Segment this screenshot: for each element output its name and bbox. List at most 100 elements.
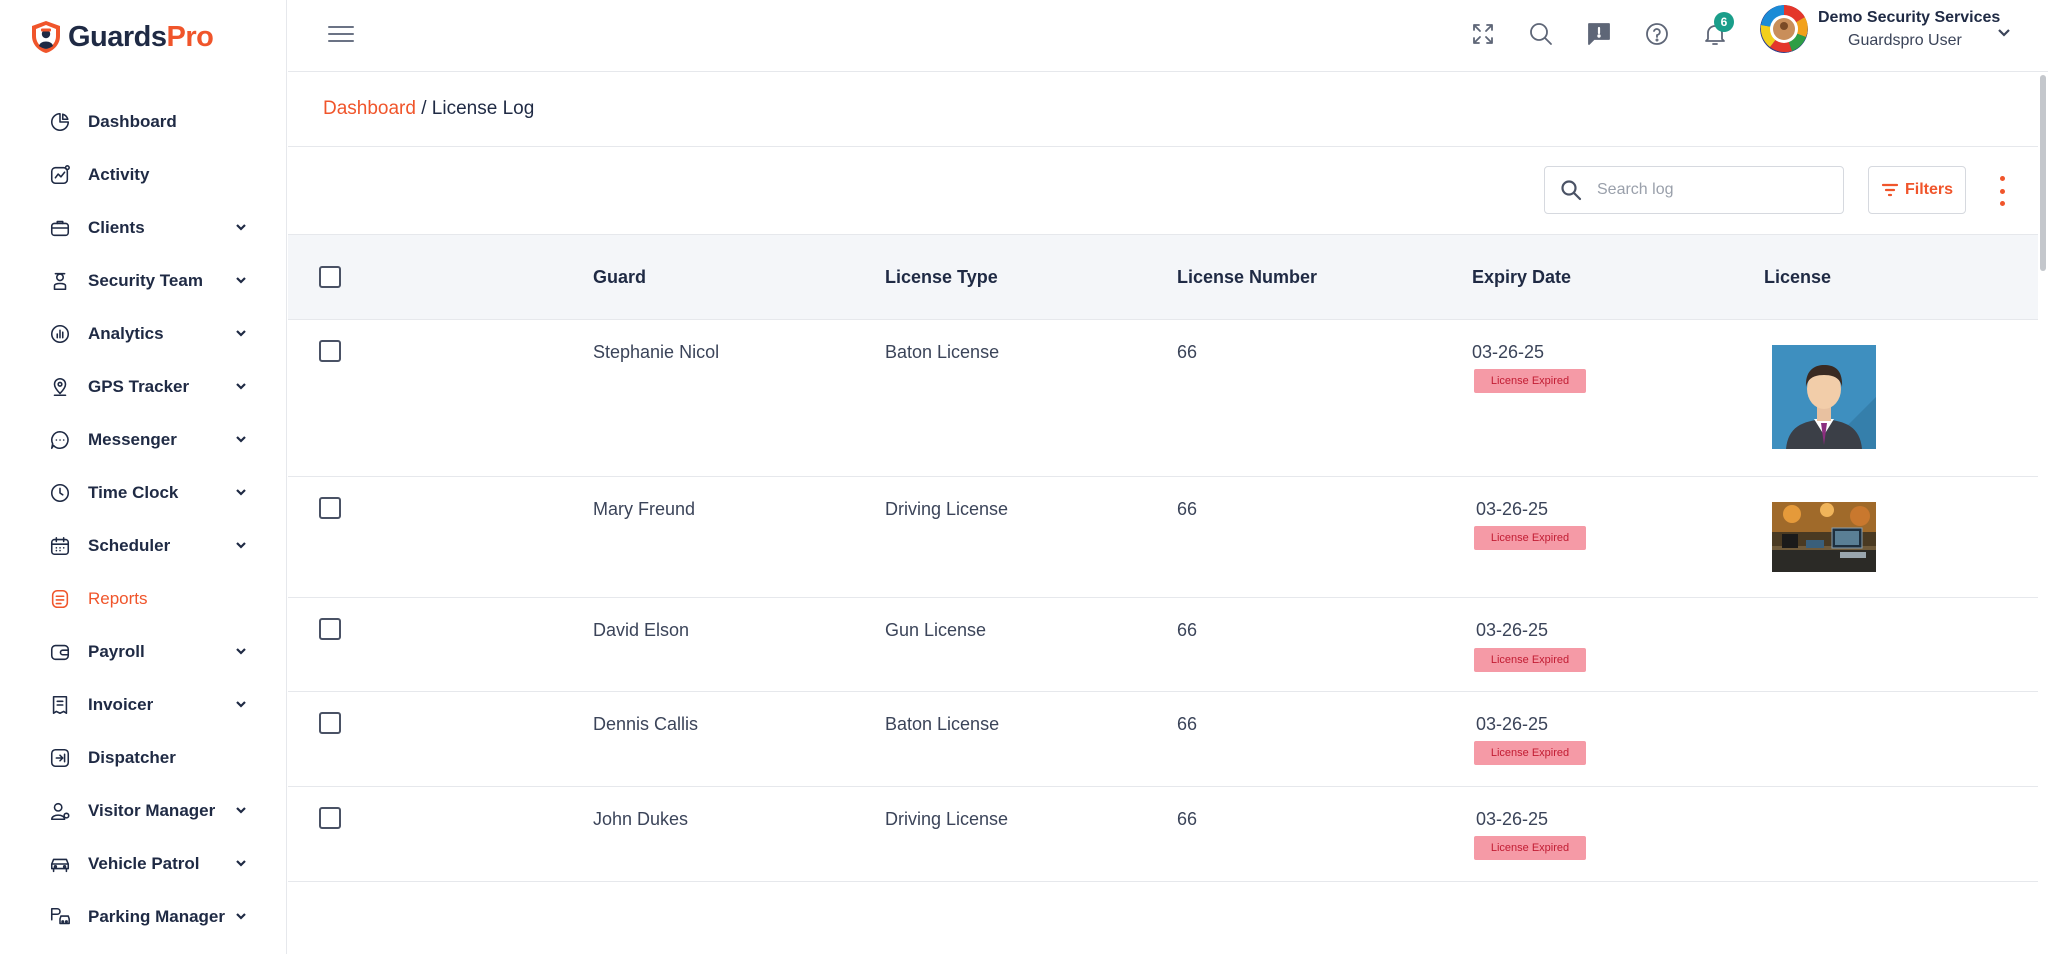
sidebar-item-gps-tracker[interactable]: GPS Tracker [0, 360, 287, 413]
chevron-down-icon[interactable] [234, 697, 248, 711]
sidebar-item-security-team[interactable]: Security Team [0, 254, 287, 307]
table-row[interactable]: Dennis Callis Baton License 66 03-26-25 … [288, 692, 2038, 787]
search-icon[interactable] [1526, 19, 1556, 49]
fullscreen-icon[interactable] [1468, 19, 1498, 49]
sidebar-item-dashboard[interactable]: Dashboard [0, 95, 287, 148]
clients-icon [48, 216, 72, 240]
breadcrumb-bar: Dashboard / License Log [288, 73, 2038, 147]
guardspro-logo-icon [32, 21, 60, 53]
license-number: 66 [1177, 620, 1198, 640]
sidebar-item-visitor-manager[interactable]: Visitor Manager [0, 784, 287, 837]
parking-manager-icon [48, 905, 72, 929]
feedback-icon[interactable] [1584, 19, 1614, 49]
notification-count-badge: 6 [1714, 12, 1734, 32]
sidebar-item-label: Payroll [88, 641, 145, 661]
license-number: 66 [1177, 809, 1198, 829]
activity-icon [48, 163, 72, 187]
column-header-license[interactable]: License [1764, 267, 1832, 287]
row-checkbox[interactable] [319, 807, 341, 829]
license-type: Gun License [885, 620, 987, 640]
row-checkbox[interactable] [319, 497, 341, 519]
expiry-date: 03-26-25 [1476, 620, 1549, 640]
filters-button[interactable]: Filters [1868, 166, 1966, 214]
sidebar-item-scheduler[interactable]: Scheduler [0, 519, 287, 572]
visitor-manager-icon [48, 799, 72, 823]
reports-icon [48, 587, 72, 611]
table-row[interactable]: Stephanie Nicol Baton License 66 03-26-2… [288, 320, 2038, 477]
guard-name: John Dukes [593, 809, 689, 829]
column-header-expiry-date[interactable]: Expiry Date [1472, 267, 1572, 287]
sidebar-item-label: Security Team [88, 270, 203, 290]
row-checkbox[interactable] [319, 712, 341, 734]
status-badge: License Expired [1474, 836, 1586, 860]
sidebar-item-vehicle-patrol[interactable]: Vehicle Patrol [0, 837, 287, 890]
sidebar-item-payroll[interactable]: Payroll [0, 625, 287, 678]
gps-tracker-icon [48, 375, 72, 399]
chevron-down-icon[interactable] [234, 432, 248, 446]
sidebar-item-activity[interactable]: Activity [0, 148, 287, 201]
chevron-down-icon[interactable] [234, 220, 248, 234]
chevron-down-icon[interactable] [234, 644, 248, 658]
dispatcher-icon [48, 746, 72, 770]
license-image-desk-photo[interactable] [1772, 502, 1876, 572]
sidebar-item-label: Scheduler [88, 535, 171, 555]
chevron-down-icon[interactable] [234, 379, 248, 393]
sidebar-item-invoicer[interactable]: Invoicer [0, 678, 287, 731]
expiry-date: 03-26-25 [1476, 499, 1549, 519]
column-header-license-number[interactable]: License Number [1177, 267, 1318, 287]
sidebar-item-dispatcher[interactable]: Dispatcher [0, 731, 287, 784]
sidebar-item-label: Analytics [88, 323, 164, 343]
logo[interactable]: GuardsPro [30, 20, 214, 54]
analytics-icon [48, 322, 72, 346]
user-name[interactable]: Guardspro User [1848, 32, 1962, 49]
chevron-down-icon[interactable] [234, 856, 248, 870]
hamburger-menu-icon[interactable] [328, 22, 354, 44]
status-badge: License Expired [1474, 648, 1586, 672]
chevron-down-icon[interactable] [234, 909, 248, 923]
status-badge: License Expired [1474, 741, 1586, 765]
guard-name: Mary Freund [593, 499, 696, 519]
chevron-down-icon[interactable] [234, 273, 248, 287]
sidebar-item-parking-manager[interactable]: Parking Manager [0, 890, 287, 943]
search-input[interactable] [1597, 181, 1817, 199]
license-image-avatar-portrait[interactable] [1772, 345, 1876, 449]
vehicle-patrol-icon [48, 852, 72, 876]
table-row[interactable]: Mary Freund Driving License 66 03-26-25 … [288, 477, 2038, 598]
top-bar [288, 0, 2048, 72]
avatar[interactable] [1760, 5, 1808, 53]
chevron-down-icon[interactable] [234, 485, 248, 499]
chevron-down-icon[interactable] [234, 326, 248, 340]
filter-icon [1881, 183, 1899, 197]
chevron-down-icon[interactable] [234, 538, 248, 552]
sidebar-item-analytics[interactable]: Analytics [0, 307, 287, 360]
sidebar-item-clients[interactable]: Clients [0, 201, 287, 254]
chevron-down-icon[interactable] [234, 803, 248, 817]
expiry-date: 03-26-25 [1472, 342, 1545, 362]
more-options-icon[interactable] [1992, 176, 2012, 206]
sidebar-item-label: Dispatcher [88, 747, 176, 767]
column-header-guard[interactable]: Guard [593, 267, 647, 287]
row-checkbox[interactable] [319, 340, 341, 362]
sidebar-item-time-clock[interactable]: Time Clock [0, 466, 287, 519]
sidebar-item-reports[interactable]: Reports [0, 572, 287, 625]
breadcrumb-link-dashboard[interactable]: Dashboard [323, 98, 416, 119]
page-scrollbar[interactable] [2040, 75, 2046, 271]
table-row[interactable]: John Dukes Driving License 66 03-26-25 L… [288, 787, 2038, 882]
sidebar-item-messenger[interactable]: Messenger [0, 413, 287, 466]
chevron-down-icon[interactable] [1996, 24, 2012, 40]
help-icon[interactable] [1642, 19, 1672, 49]
row-checkbox[interactable] [319, 618, 341, 640]
column-header-license-type[interactable]: License Type [885, 267, 998, 287]
table-row[interactable]: David Elson Gun License 66 03-26-25 Lice… [288, 598, 2038, 692]
search-box[interactable] [1544, 166, 1844, 214]
sidebar-item-label: Clients [88, 217, 145, 237]
select-all-checkbox[interactable] [319, 266, 341, 288]
license-type: Baton License [885, 342, 1000, 362]
payroll-icon [48, 640, 72, 664]
invoicer-icon [48, 693, 72, 717]
license-type: Driving License [885, 809, 1009, 829]
user-company[interactable]: Demo Security Services [1818, 9, 2001, 26]
guard-name: Stephanie Nicol [593, 342, 720, 362]
sidebar-item-label: Parking Manager [88, 906, 225, 926]
license-number: 66 [1177, 499, 1198, 519]
